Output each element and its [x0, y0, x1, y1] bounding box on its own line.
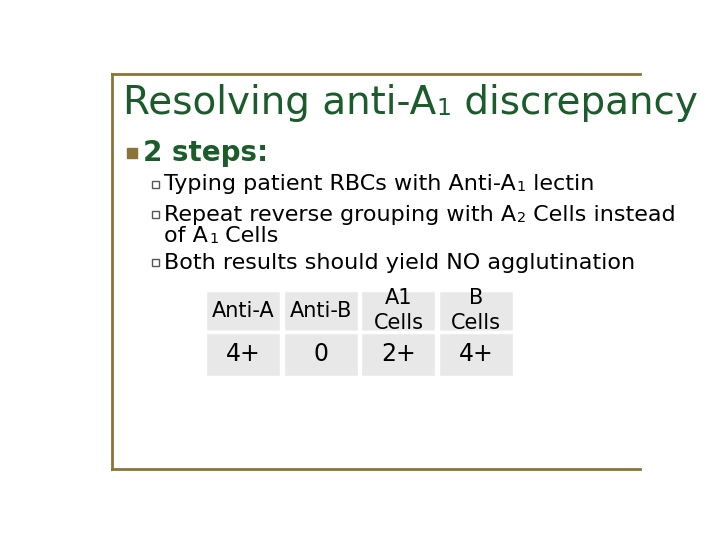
- FancyBboxPatch shape: [205, 332, 282, 377]
- Text: 1: 1: [0, 539, 1, 540]
- Text: 2: 2: [0, 539, 1, 540]
- Text: 4+: 4+: [459, 342, 493, 366]
- FancyBboxPatch shape: [127, 148, 138, 158]
- Text: Cells: Cells: [218, 226, 279, 246]
- FancyBboxPatch shape: [152, 181, 159, 187]
- Text: Both results should yield NO agglutination: Both results should yield NO agglutinati…: [164, 253, 636, 273]
- Text: 1: 1: [436, 97, 451, 120]
- Text: 1: 1: [209, 232, 218, 246]
- Text: Typing patient RBCs with Anti-A: Typing patient RBCs with Anti-A: [164, 174, 516, 194]
- FancyBboxPatch shape: [152, 212, 159, 218]
- Text: Resolving anti-A: Resolving anti-A: [122, 84, 436, 122]
- Text: 1: 1: [0, 539, 1, 540]
- Text: 1: 1: [0, 539, 1, 540]
- FancyBboxPatch shape: [283, 332, 359, 377]
- Text: Cells instead: Cells instead: [526, 205, 676, 225]
- Text: 2+: 2+: [381, 342, 416, 366]
- FancyBboxPatch shape: [438, 332, 514, 377]
- FancyBboxPatch shape: [283, 289, 359, 332]
- Text: Anti-B: Anti-B: [289, 301, 352, 321]
- FancyBboxPatch shape: [361, 332, 436, 377]
- FancyBboxPatch shape: [361, 289, 436, 332]
- Text: A1
Cells: A1 Cells: [374, 288, 423, 333]
- FancyBboxPatch shape: [205, 289, 282, 332]
- Text: lectin: lectin: [526, 174, 595, 194]
- Text: 0: 0: [313, 342, 328, 366]
- Text: 1: 1: [517, 180, 526, 194]
- FancyBboxPatch shape: [152, 259, 159, 266]
- Text: B
Cells: B Cells: [451, 288, 501, 333]
- FancyBboxPatch shape: [438, 289, 514, 332]
- Text: Repeat reverse grouping with A: Repeat reverse grouping with A: [164, 205, 516, 225]
- Text: 2: 2: [517, 211, 526, 225]
- Text: Anti-A: Anti-A: [212, 301, 275, 321]
- Text: discrepancy: discrepancy: [452, 84, 698, 122]
- Text: 2 steps:: 2 steps:: [143, 139, 269, 167]
- Text: 4+: 4+: [226, 342, 261, 366]
- Text: of A: of A: [164, 226, 208, 246]
